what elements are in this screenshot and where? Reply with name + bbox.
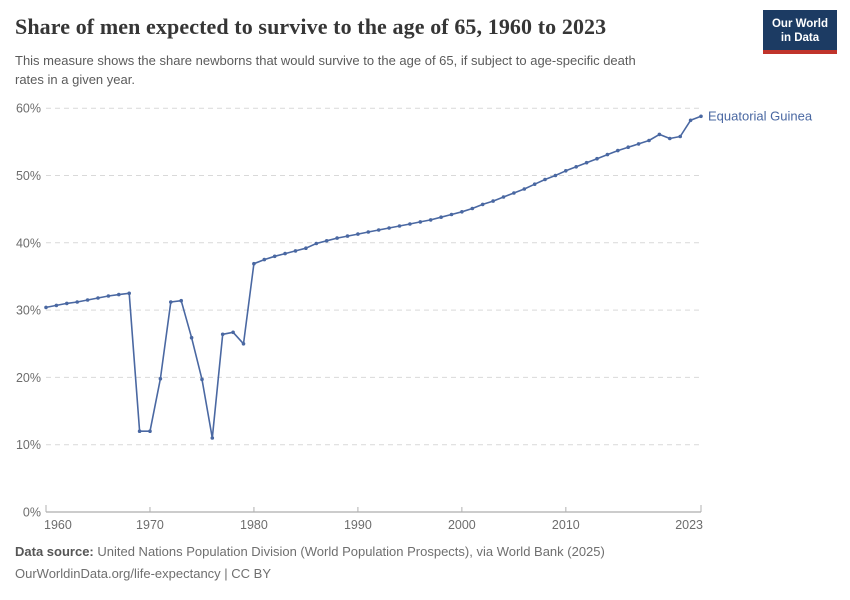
owid-logo-line-2: in Data [780, 32, 820, 44]
y-axis-label-20pct: 20% [16, 371, 41, 385]
data-point-1985 [304, 246, 308, 250]
data-point-1971 [158, 376, 163, 381]
data-point-2009 [553, 173, 558, 178]
y-axis-label-30pct: 30% [16, 304, 41, 318]
data-point-1962 [65, 301, 69, 306]
data-point-1997 [428, 218, 433, 222]
x-axis-label-2023: 2023 [675, 518, 703, 532]
x-axis-label-1990: 1990 [344, 518, 372, 532]
data-source-text: United Nations Population Division (Worl… [93, 544, 605, 559]
data-point-1978 [231, 330, 235, 335]
data-point-2011 [574, 165, 578, 169]
data-point-1974 [189, 335, 194, 340]
data-point-1984 [293, 249, 298, 253]
x-axis-label-1960: 1960 [44, 518, 72, 532]
y-axis-label-0pct: 0% [23, 506, 41, 520]
data-point-1998 [439, 215, 443, 219]
data-point-1965 [96, 296, 100, 300]
data-point-2010 [564, 169, 568, 173]
data-point-1995 [408, 222, 412, 226]
data-point-2008 [543, 177, 547, 182]
series-label[interactable]: Equatorial Guinea [708, 108, 813, 123]
data-point-1977 [220, 332, 225, 337]
chart-footer: Data source: United Nations Population D… [15, 541, 835, 585]
data-point-2002 [480, 202, 485, 207]
data-point-1988 [335, 236, 339, 240]
data-point-2014 [605, 152, 610, 157]
data-point-2022 [688, 118, 693, 123]
data-point-1993 [387, 226, 391, 230]
y-axis-label-10pct: 10% [16, 438, 41, 452]
data-line [45, 115, 702, 439]
data-point-1990 [356, 232, 360, 236]
x-axis-label-2000: 2000 [448, 518, 476, 532]
x-axis-label-2010: 2010 [552, 518, 580, 532]
data-point-2001 [470, 206, 475, 211]
x-axis-label-1980: 1980 [240, 518, 268, 532]
data-point-2013 [595, 156, 599, 161]
data-point-1964 [85, 298, 90, 302]
data-point-2020 [668, 136, 672, 141]
data-point-2018 [647, 138, 651, 143]
data-point-1975 [200, 377, 204, 382]
data-point-1968 [127, 291, 131, 296]
data-point-1991 [366, 230, 371, 234]
chart-canvas[interactable]: 0% 10% 20% 30% 40% 50% 60% 1960 1970 1980 1990 2000… [0, 95, 850, 545]
x-axis-label-1970: 1970 [136, 518, 164, 532]
data-point-2006 [522, 187, 527, 191]
data-point-1986 [314, 241, 319, 246]
data-point-1980 [252, 261, 256, 266]
data-source-label: Data source: [15, 544, 94, 559]
data-source-line: Data source: United Nations Population D… [15, 541, 835, 563]
data-point-1992 [376, 228, 381, 232]
data-point-1970 [148, 429, 152, 434]
data-point-1981 [262, 257, 267, 262]
data-point-2021 [678, 134, 682, 139]
data-point-1963 [75, 300, 79, 304]
data-point-2004 [501, 195, 506, 199]
data-point-2007 [532, 182, 537, 186]
data-point-1961 [54, 303, 59, 308]
data-point-1999 [449, 212, 454, 217]
subtitle-line-2: rates in a given year. [15, 72, 135, 87]
data-point-2023 [699, 114, 703, 119]
data-point-1994 [397, 224, 402, 228]
owid-logo[interactable]: Our World in Data [762, 10, 837, 54]
subtitle-line-1: This measure shows the share newborns th… [15, 53, 636, 68]
data-point-1979 [241, 342, 246, 346]
y-axis-label-40pct: 40% [16, 236, 41, 250]
data-point-1972 [169, 300, 173, 304]
data-point-1969 [137, 429, 142, 434]
data-point-2012 [584, 160, 589, 165]
data-point-2000 [460, 210, 464, 214]
data-point-1960 [44, 305, 48, 310]
data-point-2019 [657, 132, 662, 137]
data-point-1973 [179, 298, 183, 303]
page-subtitle: This measure shows the share newborns th… [15, 51, 745, 89]
data-point-1987 [324, 239, 329, 243]
data-point-1976 [210, 436, 215, 440]
data-point-1966 [106, 294, 111, 298]
data-point-1989 [345, 234, 350, 238]
y-axis-label-60pct: 60% [16, 102, 41, 116]
data-point-1996 [418, 220, 423, 224]
data-point-1983 [283, 251, 287, 256]
data-point-1982 [272, 254, 277, 259]
data-point-1967 [117, 292, 121, 297]
data-point-2003 [491, 199, 495, 203]
data-point-2015 [616, 148, 620, 153]
data-point-2005 [512, 191, 516, 195]
data-point-2017 [636, 142, 641, 146]
y-axis-label-50pct: 50% [16, 169, 41, 183]
license-link[interactable]: OurWorldinData.org/life-expectancy | CC … [15, 566, 272, 581]
data-point-2016 [626, 145, 630, 149]
owid-logo-line-1: Our World [771, 18, 828, 30]
page-title: Share of men expected to survive to the … [15, 14, 607, 39]
